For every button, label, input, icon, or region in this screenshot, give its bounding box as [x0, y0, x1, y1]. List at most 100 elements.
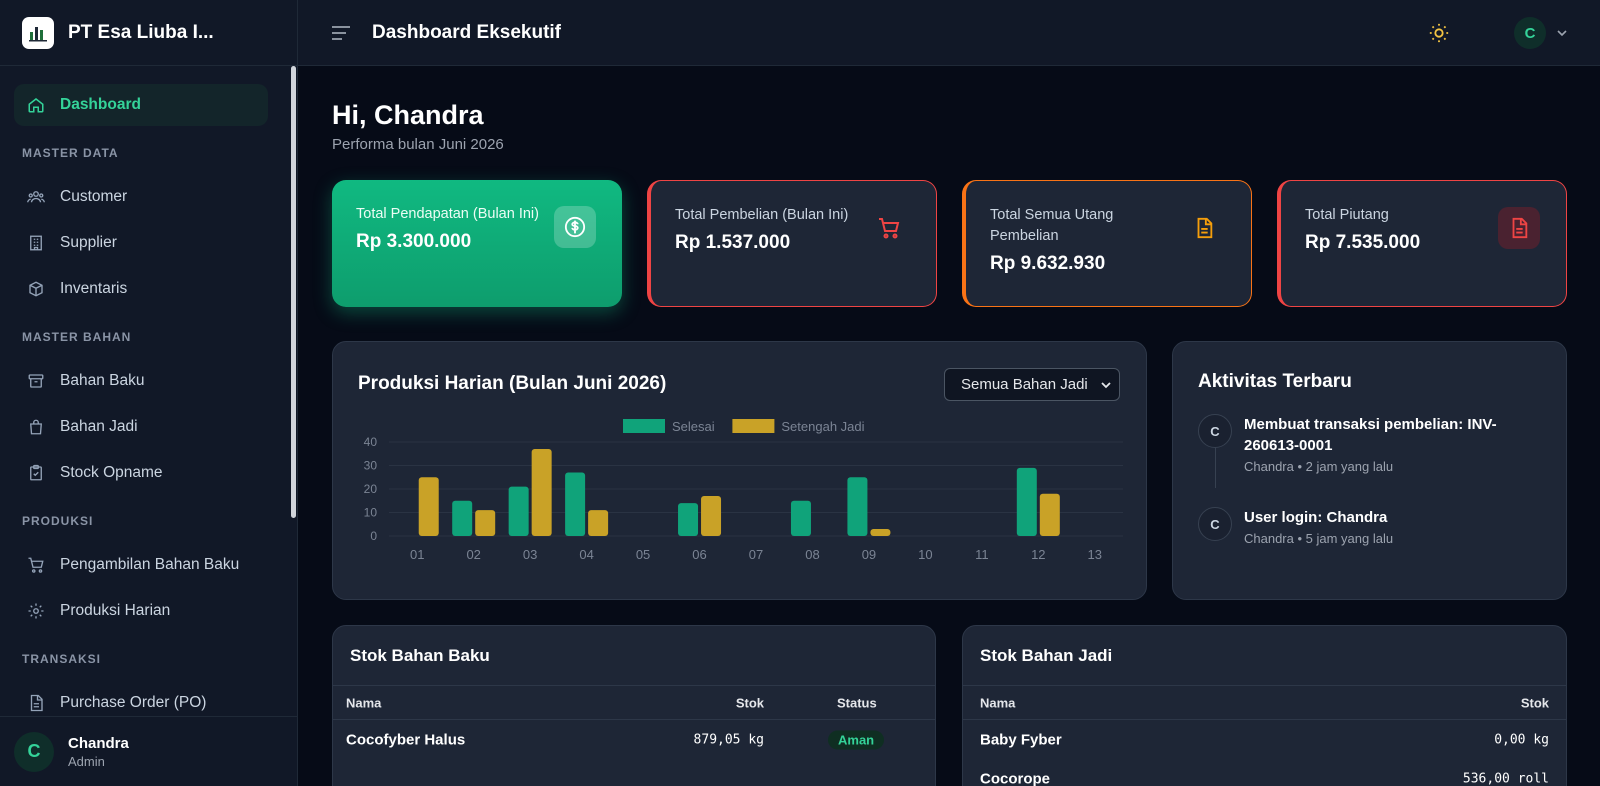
col-stok: Stok	[735, 695, 764, 710]
cell-stok: 536,00 roll	[1462, 771, 1549, 786]
col-stok: Stok	[1520, 695, 1549, 710]
table-row[interactable]: Cocorope 536,00 roll	[963, 759, 1566, 786]
y-tick-label: 40	[364, 435, 378, 449]
x-tick-label: 13	[1088, 547, 1102, 562]
header-avatar[interactable]: C	[1514, 17, 1546, 49]
section-transaksi: TRANSAKSI	[22, 652, 102, 666]
user-name: Chandra	[68, 734, 129, 752]
y-tick-label: 10	[364, 506, 378, 520]
card-value: Rp 1.537.000	[675, 232, 791, 253]
sun-icon[interactable]	[1428, 22, 1450, 44]
legend-label: Setengah Jadi	[781, 419, 864, 434]
section-produksi: PRODUKSI	[22, 514, 94, 528]
greeting-title: Hi, Chandra	[332, 100, 484, 130]
sidebar-item-dashboard[interactable]: Dashboard	[14, 84, 268, 126]
activity-title: Aktivitas Terbaru	[1198, 371, 1352, 392]
col-nama: Nama	[980, 695, 1016, 710]
stok-bahan-jadi-panel: Stok Bahan Jadi Nama Stok Baby Fyber 0,0…	[962, 625, 1567, 786]
bar-setengah-jadi	[701, 496, 722, 536]
document-icon	[1498, 207, 1540, 249]
legend-swatch	[732, 419, 775, 433]
cell-nama: Cocofyber Halus	[346, 731, 466, 748]
activity-item: C Membuat transaksi pembelian: INV-26061…	[1198, 414, 1514, 474]
card-label: Total Pendapatan (Bulan Ini)	[356, 206, 539, 222]
chevron-down-icon[interactable]	[1556, 27, 1568, 39]
x-tick-label: 03	[523, 547, 537, 562]
table-row[interactable]: Cocofyber Halus 879,05 kg Aman	[333, 720, 935, 759]
card-total-pembelian: Total Pembelian (Bulan Ini) Rp 1.537.000	[647, 180, 937, 307]
cell-nama: Cocorope	[980, 770, 1051, 786]
bar-selesai	[508, 486, 529, 536]
sidebar-scrollbar[interactable]	[291, 66, 296, 518]
sidebar-user[interactable]: C Chandra Admin	[0, 716, 297, 786]
sidebar-item-label: Dashboard	[60, 96, 141, 113]
card-total-utang: Total Semua Utang Pembelian Rp 9.632.930	[962, 180, 1252, 307]
bar-setengah-jadi	[588, 510, 609, 536]
sidebar-item-customer[interactable]: Customer	[14, 176, 268, 218]
cart-icon	[868, 207, 910, 249]
cart-icon	[26, 555, 46, 575]
bar-setengah-jadi	[531, 449, 552, 536]
bar-selesai	[790, 500, 811, 536]
bar-selesai	[847, 477, 868, 536]
brand[interactable]: PT Esa Liuba I...	[0, 0, 297, 66]
bar-selesai	[1016, 467, 1037, 536]
sidebar-item-bahan-jadi[interactable]: Bahan Jadi	[14, 406, 268, 448]
sidebar-item-label: Stock Opname	[60, 464, 163, 481]
chart-title: Produksi Harian (Bulan Juni 2026)	[358, 373, 667, 394]
avatar: C	[14, 731, 54, 772]
card-label: Total Semua Utang Pembelian	[990, 207, 1114, 244]
brand-name: PT Esa Liuba I...	[68, 21, 214, 43]
x-tick-label: 10	[918, 547, 932, 562]
sidebar-item-purchase-order[interactable]: Purchase Order (PO)	[14, 682, 268, 716]
page-title: Dashboard Eksekutif	[372, 21, 561, 43]
table-title: Stok Bahan Baku	[333, 626, 935, 686]
activity-panel: Aktivitas Terbaru C Membuat transaksi pe…	[1172, 341, 1567, 600]
x-tick-label: 04	[579, 547, 593, 562]
bar-selesai	[565, 472, 586, 536]
y-tick-label: 0	[370, 529, 377, 543]
card-label: Total Pembelian (Bulan Ini)	[675, 207, 849, 223]
sidebar-item-label: Supplier	[60, 234, 117, 251]
sidebar-item-pengambilan-bahan-baku[interactable]: Pengambilan Bahan Baku	[14, 544, 268, 586]
brand-logo-icon	[22, 16, 54, 49]
menu-icon[interactable]	[332, 25, 350, 40]
clipboard-check-icon	[26, 463, 46, 483]
section-master-bahan: MASTER BAHAN	[22, 330, 132, 344]
file-text-icon	[26, 693, 46, 713]
sidebar-item-inventaris[interactable]: Inventaris	[14, 268, 268, 310]
card-total-piutang: Total Piutang Rp 7.535.000	[1277, 180, 1567, 307]
x-tick-label: 11	[975, 547, 989, 562]
timeline-line	[1215, 446, 1216, 488]
x-tick-label: 07	[749, 547, 763, 562]
card-value: Rp 9.632.930	[990, 253, 1106, 274]
bar-selesai	[678, 503, 699, 536]
production-bar-chart: 0 10 20 30 40 01 02 03 04 05 06 07 08 09 10 11 12 13 Seles…	[364, 419, 1123, 562]
x-tick-label: 06	[692, 547, 706, 562]
table-row[interactable]: Baby Fyber 0,00 kg	[963, 720, 1566, 759]
activity-item: C User login: Chandra Chandra • 5 jam ya…	[1198, 507, 1514, 546]
sidebar-item-label: Customer	[60, 188, 128, 205]
product-filter-select[interactable]: Semua Bahan Jadi	[944, 368, 1120, 401]
legend-swatch	[623, 419, 665, 433]
user-role: Admin	[68, 753, 105, 769]
x-tick-label: 02	[466, 547, 480, 562]
sidebar-item-label: Produksi Harian	[60, 602, 171, 619]
sidebar-item-stock-opname[interactable]: Stock Opname	[14, 452, 268, 494]
card-value: Rp 7.535.000	[1305, 232, 1421, 253]
activity-meta: Chandra • 5 jam yang lalu	[1244, 531, 1394, 546]
building-icon	[26, 233, 46, 253]
sidebar-item-bahan-baku[interactable]: Bahan Baku	[14, 360, 268, 402]
chevron-down-icon	[1101, 382, 1111, 389]
sidebar-item-label: Inventaris	[60, 280, 128, 297]
y-tick-label: 30	[364, 459, 378, 473]
top-header: Dashboard Eksekutif C	[298, 0, 1600, 66]
activity-text: Membuat transaksi pembelian: INV-260613-…	[1244, 416, 1497, 454]
sidebar-item-supplier[interactable]: Supplier	[14, 222, 268, 264]
table-header: Nama Stok Status	[333, 686, 935, 720]
bar-selesai	[452, 500, 473, 536]
sidebar-item-produksi-harian[interactable]: Produksi Harian	[14, 590, 268, 632]
card-value: Rp 3.300.000	[356, 231, 472, 252]
card-label: Total Piutang	[1305, 207, 1389, 223]
bar-setengah-jadi	[418, 477, 439, 536]
